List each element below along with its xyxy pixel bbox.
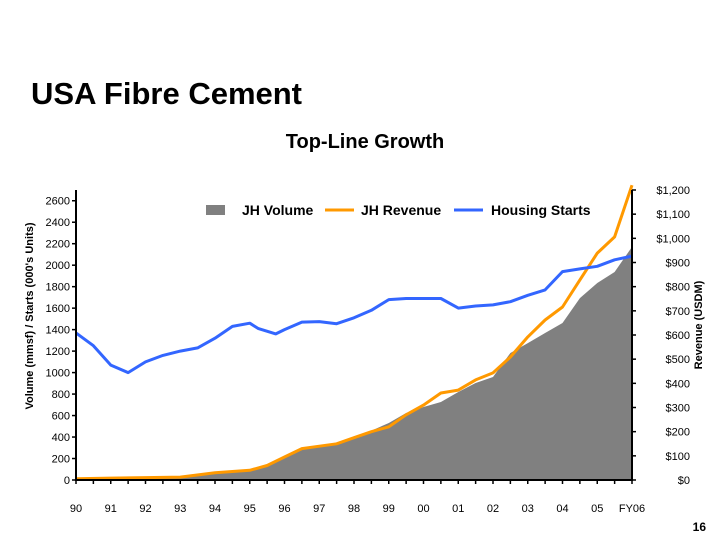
y2-tick-label: $100: [666, 451, 690, 463]
y-tick-label: 1600: [46, 303, 70, 315]
x-tick-label: 95: [244, 503, 256, 515]
y-axis-label: Volume (mmsf) / Starts (000's Units): [24, 222, 36, 409]
x-tick-label: 94: [209, 503, 221, 515]
legend-swatch-jh-volume: [206, 205, 225, 215]
x-tick-label: 98: [348, 503, 360, 515]
y2-tick-label: $600: [666, 330, 690, 342]
legend-label-housing-starts: Housing Starts: [491, 202, 591, 218]
x-tick-label: 90: [70, 503, 82, 515]
page-number: 16: [692, 520, 706, 534]
y-tick-label: 0: [64, 475, 70, 487]
y2-axis-label: Revenue (USDM): [693, 280, 705, 369]
y-tick-label: 1800: [46, 282, 70, 294]
y2-tick-label: $500: [666, 354, 690, 366]
x-tick-label: 96: [278, 503, 290, 515]
x-tick-label: 02: [487, 503, 499, 515]
x-tick-label: FY06: [619, 503, 645, 515]
y2-tick-label: $200: [666, 427, 690, 439]
y2-tick-label: $700: [666, 306, 690, 318]
series-line-jh-revenue: [75, 184, 634, 481]
y2-tick-label: $300: [666, 403, 690, 415]
y2-tick-label: $400: [666, 378, 690, 390]
x-tick-label: 05: [591, 503, 603, 515]
y2-tick-label: $800: [666, 282, 690, 294]
chart-title: Top-Line Growth: [285, 131, 445, 153]
y-tick-label: 2000: [46, 260, 70, 272]
y-tick-label: 2200: [46, 239, 70, 251]
legend-label-jh-volume: JH Volume: [242, 202, 314, 218]
legend-label-jh-revenue: JH Revenue: [361, 202, 441, 218]
x-tick-label: 03: [522, 503, 534, 515]
x-tick-label: 92: [139, 503, 151, 515]
y-tick-label: 1000: [46, 368, 70, 380]
y2-tick-label: $1,000: [656, 233, 690, 245]
x-tick-label: 04: [556, 503, 568, 515]
x-tick-label: 01: [452, 503, 464, 515]
y-tick-label: 1200: [46, 346, 70, 358]
y-tick-label: 200: [52, 454, 70, 466]
x-tick-label: 91: [105, 503, 117, 515]
y2-tick-label: $1,200: [656, 185, 690, 197]
y-tick-label: 2400: [46, 217, 70, 229]
x-tick-label: 97: [313, 503, 325, 515]
x-tick-label: 00: [417, 503, 429, 515]
y-tick-label: 800: [52, 389, 70, 401]
series-line-housing-starts: [75, 254, 633, 375]
y2-tick-label: $900: [666, 258, 690, 270]
y-tick-label: 400: [52, 432, 70, 444]
y2-tick-label: $1,100: [656, 209, 690, 221]
y-tick-label: 1400: [46, 325, 70, 337]
series-area-jh-volume: [76, 246, 632, 480]
slide-title: USA Fibre Cement: [31, 76, 303, 111]
x-tick-label: 93: [174, 503, 186, 515]
x-tick-label: 99: [383, 503, 395, 515]
y-tick-label: 2600: [46, 196, 70, 208]
y2-tick-label: $0: [678, 475, 690, 487]
y-tick-label: 600: [52, 411, 70, 423]
